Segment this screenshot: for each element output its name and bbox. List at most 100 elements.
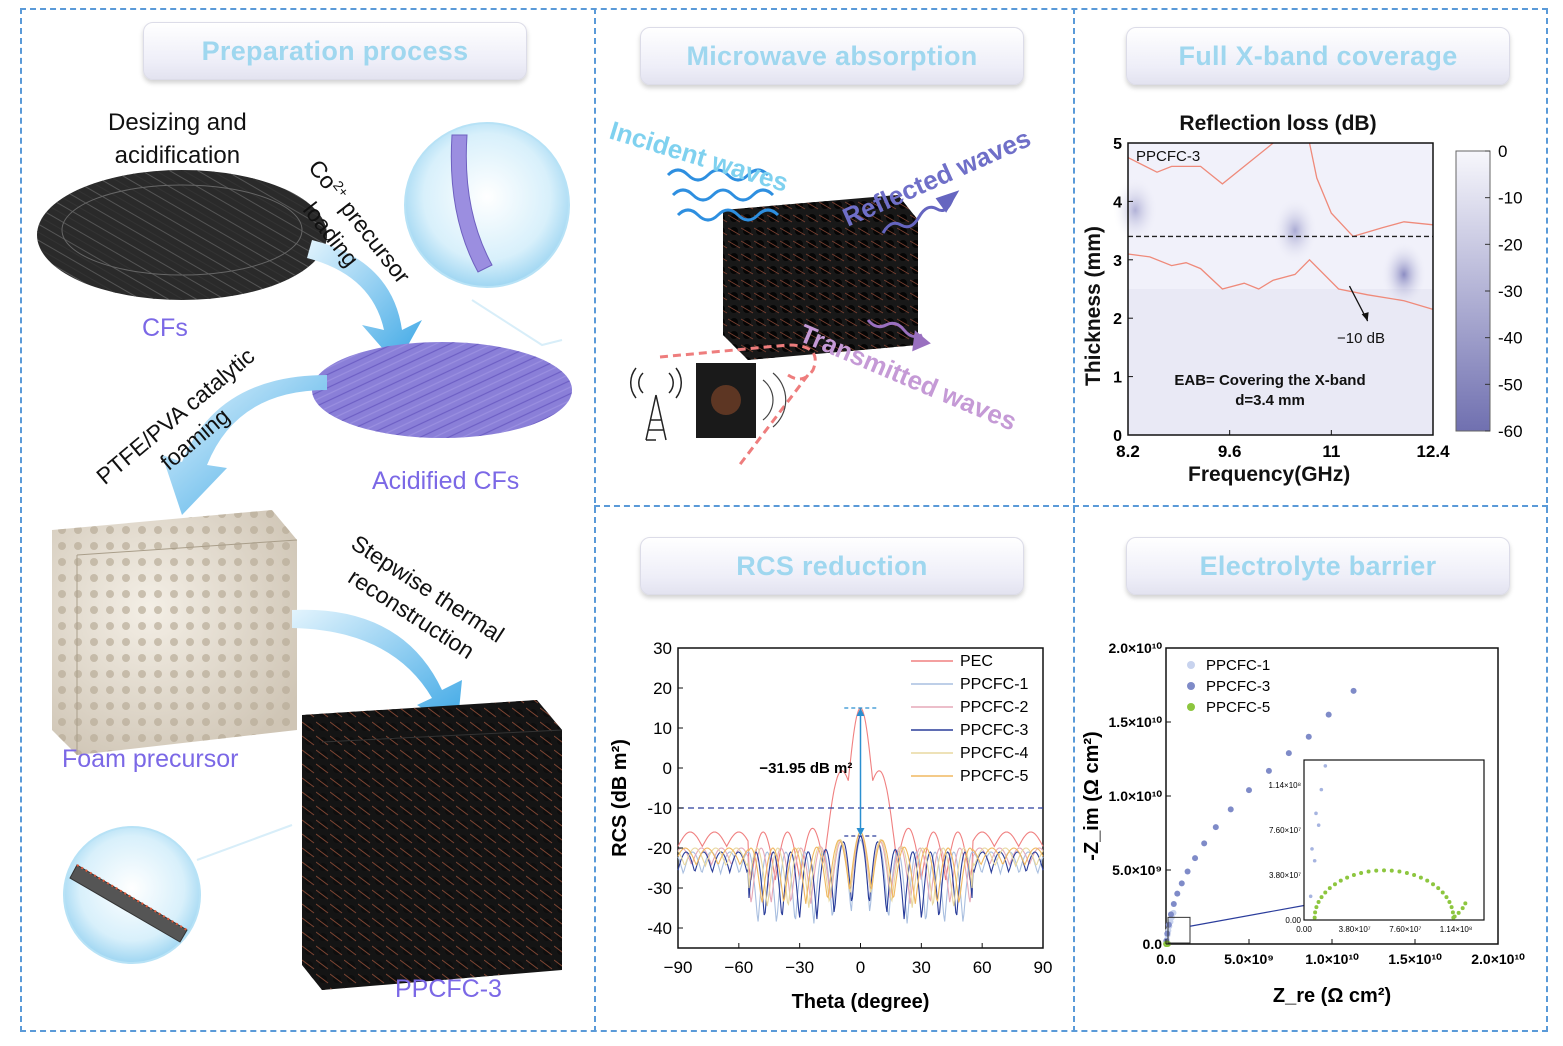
nyquist-point <box>1227 806 1234 813</box>
y-tick-label: -40 <box>647 919 672 938</box>
colorbar-tick-label: -50 <box>1498 375 1523 394</box>
y-tick-label: -10 <box>647 799 672 818</box>
y-tick-label: 30 <box>653 639 672 658</box>
inset-x-tick-label: 1.14×10⁸ <box>1440 925 1473 934</box>
small-absorber-image <box>696 363 787 438</box>
panel-title-rcs: RCS reduction <box>640 537 1024 595</box>
nyquist-point <box>1170 901 1177 908</box>
inset-y-tick-label: 0.00 <box>1285 916 1301 925</box>
divider-left <box>594 8 596 1032</box>
nyquist-point <box>1165 921 1172 928</box>
x-tick-label: 0.0 <box>1156 951 1176 967</box>
inset-point <box>1460 906 1465 911</box>
inset-point <box>1412 873 1417 878</box>
y-tick-label: -30 <box>647 879 672 898</box>
inset-point <box>1314 905 1319 910</box>
nyquist-chart: 0.00 3.80×10⁷ 7.60×10⁷ 1.14×10⁸ 0.00 3.80×10⁷… <box>1081 640 1525 1007</box>
legend-label: PPCFC-1 <box>960 676 1029 693</box>
incident-wave-icon <box>666 168 780 222</box>
rcs-ylabel: RCS (dB m²) <box>609 739 631 857</box>
panel-title-microwave: Microwave absorption <box>640 27 1024 85</box>
inset-point <box>1418 875 1423 880</box>
x-tick-label: −60 <box>724 958 753 977</box>
inset-point <box>1456 910 1461 915</box>
inset-point <box>1444 895 1449 900</box>
contour-line <box>1127 253 1434 311</box>
preparation-illustration <box>37 122 572 990</box>
colorbar-tick-label: -10 <box>1498 189 1523 208</box>
step-desizing-label: Desizing and acidification <box>108 109 247 169</box>
heatmap-title: Reflection loss (dB) <box>1179 112 1377 135</box>
nyquist-point <box>1285 750 1292 757</box>
heatmap-hotspot <box>1381 242 1426 307</box>
inset-point <box>1316 900 1321 905</box>
inset-point <box>1382 868 1386 873</box>
heatmap-frame <box>1127 142 1434 436</box>
inset-point <box>1425 878 1430 883</box>
inset-point <box>1327 886 1332 891</box>
arrowhead-down <box>856 828 865 836</box>
colorbar-tick-label: -20 <box>1498 235 1523 254</box>
outer-frame <box>20 8 1548 1032</box>
label-ppcfc-3: PPCFC-3 <box>395 975 502 1003</box>
foam-cube-image <box>52 510 298 755</box>
panel-title-electrolyte: Electrolyte barrier <box>1126 537 1510 595</box>
zoom-arrow <box>1189 904 1305 927</box>
microwave-illustration <box>629 168 960 468</box>
arrow-icon <box>307 240 422 365</box>
x-tick-label: 9.6 <box>1218 442 1242 461</box>
nyquist-point <box>1178 880 1185 887</box>
y-tick-label: 2 <box>1113 311 1122 328</box>
legend-label: PPCFC-4 <box>960 745 1029 762</box>
rcs-series-line <box>677 839 1044 924</box>
contour-line <box>1127 142 1274 185</box>
arrow-icon <box>162 375 327 515</box>
inset-point <box>1308 894 1313 899</box>
nyquist-point <box>1174 890 1181 897</box>
x-tick-label: 8.2 <box>1116 442 1140 461</box>
cf-mat-image <box>37 170 327 300</box>
nyquist-point <box>1246 787 1252 794</box>
legend-marker <box>1187 682 1195 690</box>
legend-label: PEC <box>960 653 993 670</box>
nyquist-point <box>1201 840 1208 847</box>
x-tick-label: −90 <box>664 958 693 977</box>
x-tick-label: 1.5×10¹⁰ <box>1388 951 1442 967</box>
y-tick-label: 0 <box>1113 428 1122 445</box>
y-tick-label: 2.0×10¹⁰ <box>1109 640 1163 656</box>
inset-point <box>1359 870 1364 875</box>
acidified-cf-mat-image <box>312 342 572 438</box>
legend-label: PPCFC-5 <box>960 768 1029 785</box>
nyquist-point <box>1265 767 1272 774</box>
y-tick-label: 20 <box>653 679 672 698</box>
divider-right <box>1073 8 1075 1032</box>
nyquist-point <box>1212 824 1219 831</box>
legend-label: PPCFC-2 <box>960 699 1029 716</box>
inset-point <box>1440 890 1445 895</box>
nyquist-point <box>1325 711 1332 718</box>
inset-point <box>1345 875 1350 880</box>
inset-point <box>1366 869 1371 874</box>
legend-marker <box>1187 661 1195 669</box>
tube-bubble-image <box>63 824 293 964</box>
inset-point <box>1463 901 1468 906</box>
colorbar-tick-label: -40 <box>1498 329 1523 348</box>
inset-point <box>1447 900 1452 905</box>
inset-y-tick-label: 1.14×10⁸ <box>1268 781 1301 790</box>
contour-label: −10 dB <box>1337 330 1385 347</box>
inset-point <box>1452 914 1457 919</box>
nyquist-point <box>1305 733 1312 740</box>
colorbar-tick-label: -30 <box>1498 282 1523 301</box>
inset-point <box>1316 823 1321 827</box>
x-tick-label: 5.0×10⁹ <box>1224 951 1274 967</box>
pointer-arrowhead <box>1361 312 1369 322</box>
heatmap-sample-label: PPCFC-3 <box>1136 148 1201 165</box>
inset-point <box>1397 869 1402 874</box>
panel-title-xband: Full X-band coverage <box>1126 27 1510 85</box>
y-tick-label: 0.0 <box>1143 936 1163 952</box>
colorbar <box>1455 150 1491 432</box>
y-tick-label: 0 <box>663 759 672 778</box>
x-tick-label: 60 <box>973 958 992 977</box>
rcs-xlabel: Theta (degree) <box>792 991 930 1013</box>
panel-title-preparation: Preparation process <box>143 22 527 80</box>
